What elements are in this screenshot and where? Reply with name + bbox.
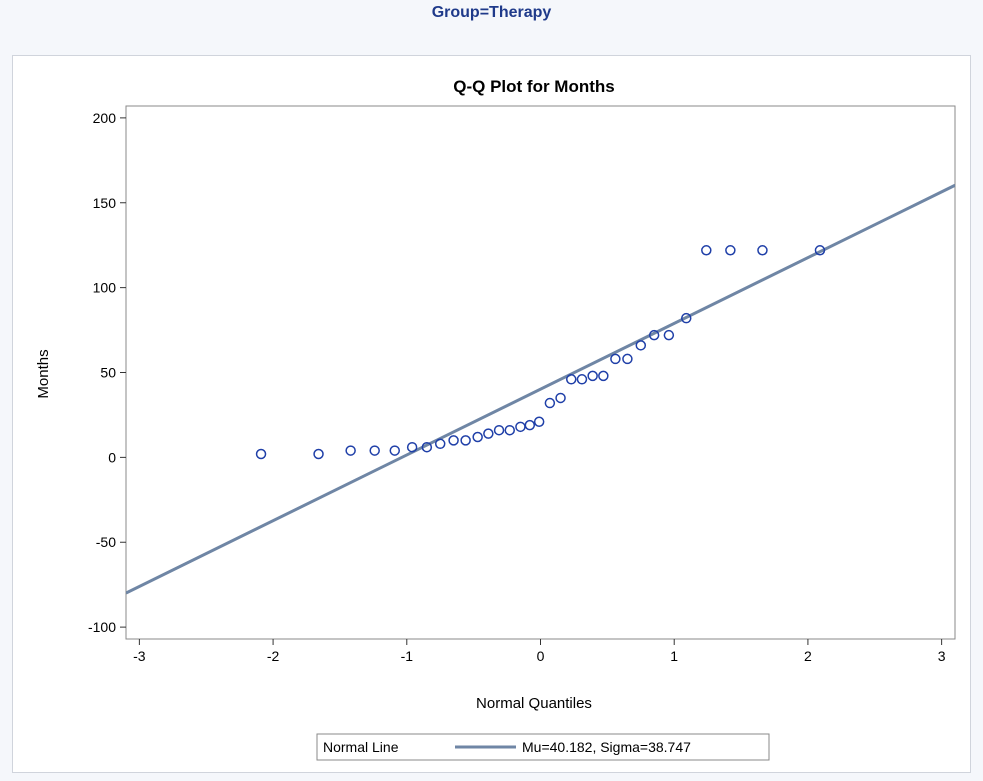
legend-entry: Mu=40.182, Sigma=38.747 xyxy=(522,739,691,755)
data-point xyxy=(448,435,459,446)
data-point xyxy=(555,392,566,404)
data-point xyxy=(533,416,545,427)
data-point xyxy=(493,424,505,436)
data-point xyxy=(566,374,577,385)
data-point xyxy=(472,431,483,443)
data-point xyxy=(389,445,401,456)
qq-plot: Q-Q Plot for Months -3 -2 -1 0 1 2 3 -100 -50 0 50… xyxy=(35,77,956,761)
y-tick-label: -50 xyxy=(96,534,116,550)
legend-title: Normal Line xyxy=(323,739,399,755)
data-point xyxy=(460,435,471,446)
legend-box xyxy=(316,733,770,761)
x-tick-label: 3 xyxy=(938,648,946,664)
y-tick-label: 50 xyxy=(100,365,116,381)
data-point xyxy=(483,428,494,439)
plot-frame xyxy=(125,105,956,640)
x-tick-label: -3 xyxy=(133,648,146,664)
data-point xyxy=(504,424,515,436)
data-point xyxy=(345,445,356,456)
data-point xyxy=(434,438,446,450)
data-point xyxy=(680,312,692,324)
data-point xyxy=(598,370,609,382)
data-point xyxy=(587,370,598,382)
data-point xyxy=(622,353,633,365)
data-point xyxy=(576,374,588,385)
data-point xyxy=(313,448,324,460)
y-tick-label: 0 xyxy=(108,449,116,465)
data-point xyxy=(663,329,675,341)
chart-panel: Q-Q Plot for Months -3 -2 -1 0 1 2 3 -100 -50 0 50… xyxy=(12,55,971,773)
data-point xyxy=(255,448,267,460)
data-point xyxy=(515,421,526,433)
data-point xyxy=(757,245,768,256)
y-tick-label: -100 xyxy=(88,619,116,635)
data-point xyxy=(544,397,556,409)
x-tick-label: 1 xyxy=(670,648,678,664)
x-tick-label: 0 xyxy=(537,648,545,664)
data-point xyxy=(369,445,380,456)
data-point xyxy=(610,353,621,365)
normal-reference-line xyxy=(126,183,955,595)
data-point xyxy=(635,340,647,351)
x-tick-label: 2 xyxy=(804,648,812,664)
legend: Normal Line Mu=40.182, Sigma=38.747 xyxy=(316,733,770,761)
data-point xyxy=(725,245,736,256)
group-title: Group=Therapy xyxy=(431,4,552,21)
y-axis-label: Months xyxy=(35,349,52,398)
data-point xyxy=(406,441,418,453)
data-point xyxy=(701,245,712,256)
data-point xyxy=(524,419,536,431)
x-tick-label: -2 xyxy=(267,648,280,664)
y-tick-label: 200 xyxy=(93,110,117,126)
data-point xyxy=(814,245,826,256)
y-tick-label: 150 xyxy=(93,195,117,211)
data-point xyxy=(421,441,433,453)
x-axis-label: Normal Quantiles xyxy=(476,695,592,712)
x-tick-label: -1 xyxy=(401,648,414,664)
y-tick-label: 100 xyxy=(93,280,117,296)
chart-title: Q-Q Plot for Months xyxy=(453,77,614,96)
data-point xyxy=(648,329,660,341)
